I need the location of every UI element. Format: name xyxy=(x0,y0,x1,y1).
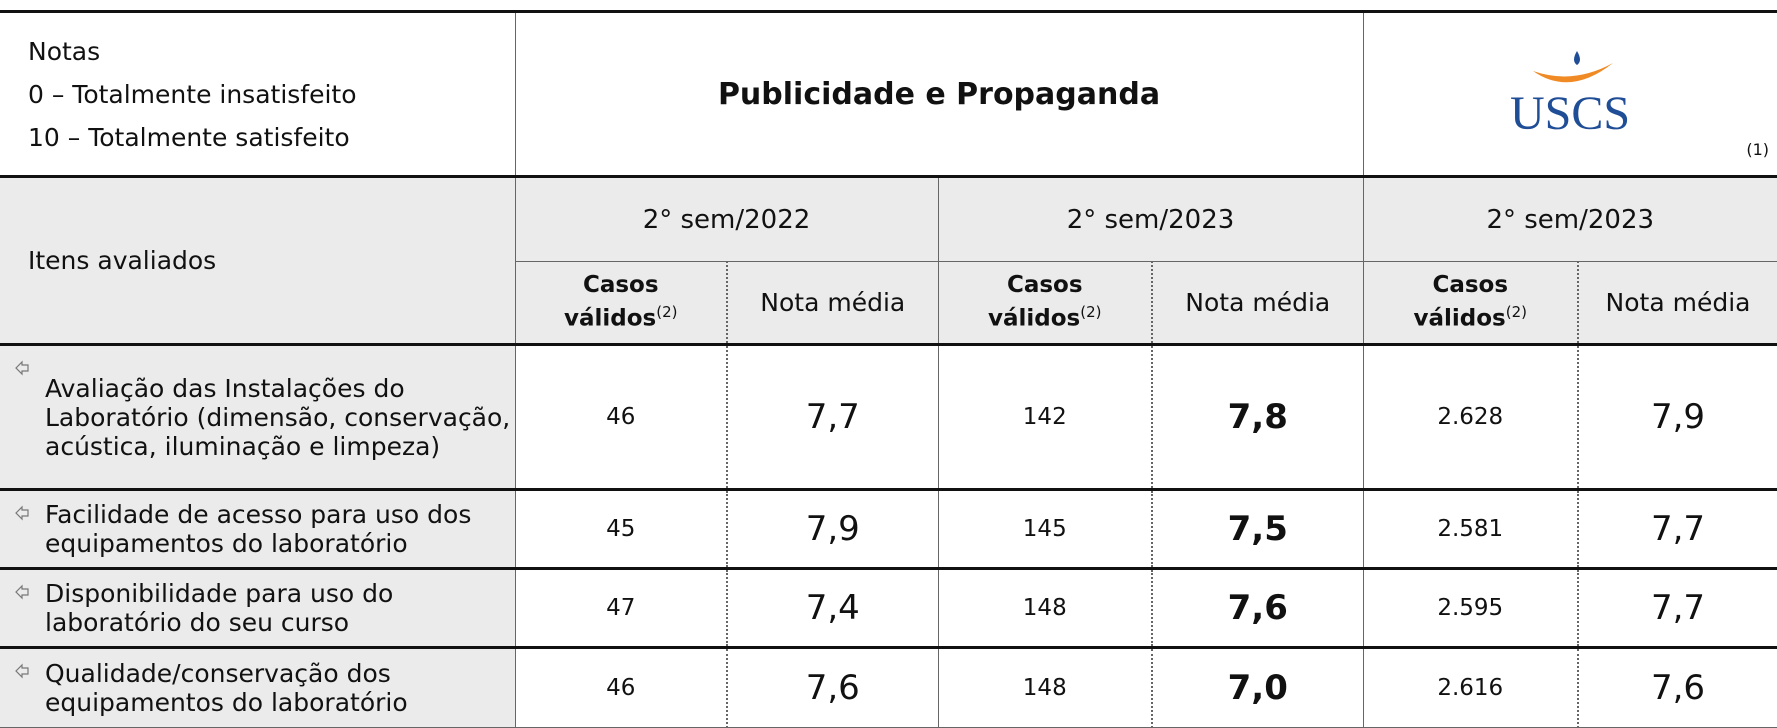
item-icon xyxy=(15,584,29,600)
logo-text: USCS xyxy=(1510,87,1630,139)
nota-value: 7,6 xyxy=(1577,646,1777,728)
casos-word: Casos xyxy=(1432,272,1509,299)
casos-value: 2.628 xyxy=(1362,343,1580,490)
notes: Notas 0 – Totalmente insatisfeito 10 – T… xyxy=(0,10,516,177)
casos-word: válidos(2) xyxy=(939,299,1152,333)
casos-word: válidos(2) xyxy=(516,299,727,333)
item-header: Itens avaliados xyxy=(0,175,516,345)
casos-value: 46 xyxy=(514,646,728,728)
casos-word: válidos xyxy=(988,305,1081,332)
casos-word: Casos xyxy=(582,272,659,299)
survey-table: Notas 0 – Totalmente insatisfeito 10 – T… xyxy=(0,10,1777,728)
title: Publicidade e Propaganda xyxy=(514,10,1364,177)
note-line: 10 – Totalmente satisfeito xyxy=(28,122,350,152)
footnote-mark: (2) xyxy=(1080,303,1102,322)
table-row: Qualidade/conservação dos equipamentos d… xyxy=(0,646,1777,728)
period: 2° sem/2023 xyxy=(1362,175,1777,262)
note-line: 0 – Totalmente insatisfeito xyxy=(28,79,357,109)
nota-value: 7,5 xyxy=(1151,488,1364,569)
nota-header: Nota média xyxy=(1577,261,1777,345)
nota-value: 7,9 xyxy=(1577,343,1777,490)
casos-word: válidos(2) xyxy=(1364,299,1578,333)
item-label: Avaliação das Instalações do Laboratório… xyxy=(0,343,516,490)
nota-value: 7,8 xyxy=(1151,343,1364,490)
logo-note: (1) xyxy=(1746,140,1770,159)
casos-header: Casos válidos(2) xyxy=(937,261,1153,345)
nota-header: Nota média xyxy=(1151,261,1364,345)
table-row: Disponibilidade para uso do laboratório … xyxy=(0,567,1777,648)
casos-value: 46 xyxy=(514,343,728,490)
casos-value: 2.616 xyxy=(1362,646,1580,728)
casos-value: 2.595 xyxy=(1362,567,1580,648)
casos-value: 45 xyxy=(514,488,728,569)
casos-value: 148 xyxy=(937,646,1153,728)
note-line: Notas xyxy=(28,36,101,66)
period: 2° sem/2022 xyxy=(514,175,939,262)
footnote-mark: (2) xyxy=(656,303,678,322)
nota-header: Nota média xyxy=(726,261,939,345)
table-row: Facilidade de acesso para uso dos equipa… xyxy=(0,488,1777,569)
nota-value: 7,9 xyxy=(726,488,939,569)
item-icon xyxy=(15,360,29,376)
item-label: Qualidade/conservação dos equipamentos d… xyxy=(0,646,516,728)
item-label: Facilidade de acesso para uso dos equipa… xyxy=(0,488,516,569)
logo-cell: USCS (1) xyxy=(1362,10,1777,177)
casos-value: 145 xyxy=(937,488,1153,569)
period: 2° sem/2023 xyxy=(937,175,1364,262)
nota-value: 7,6 xyxy=(1151,567,1364,648)
table-row: Avaliação das Instalações do Laboratório… xyxy=(0,343,1777,490)
footnote-mark: (2) xyxy=(1505,303,1528,322)
logo: USCS xyxy=(1510,51,1630,139)
casos-word: válidos xyxy=(1413,305,1506,332)
nota-value: 7,0 xyxy=(1151,646,1364,728)
nota-value: 7,7 xyxy=(726,343,939,490)
item-icon xyxy=(15,505,29,521)
item-icon xyxy=(15,663,29,679)
casos-value: 142 xyxy=(937,343,1153,490)
nota-value: 7,4 xyxy=(726,567,939,648)
casos-header: Casos válidos(2) xyxy=(1362,261,1580,345)
casos-word: válidos xyxy=(564,305,657,332)
nota-value: 7,7 xyxy=(1577,567,1777,648)
casos-header: Casos válidos(2) xyxy=(514,261,728,345)
casos-value: 47 xyxy=(514,567,728,648)
casos-value: 2.581 xyxy=(1362,488,1580,569)
nota-value: 7,7 xyxy=(1577,488,1777,569)
casos-word: Casos xyxy=(1006,272,1083,299)
casos-value: 148 xyxy=(937,567,1153,648)
nota-value: 7,6 xyxy=(726,646,939,728)
item-label: Disponibilidade para uso do laboratório … xyxy=(0,567,516,648)
